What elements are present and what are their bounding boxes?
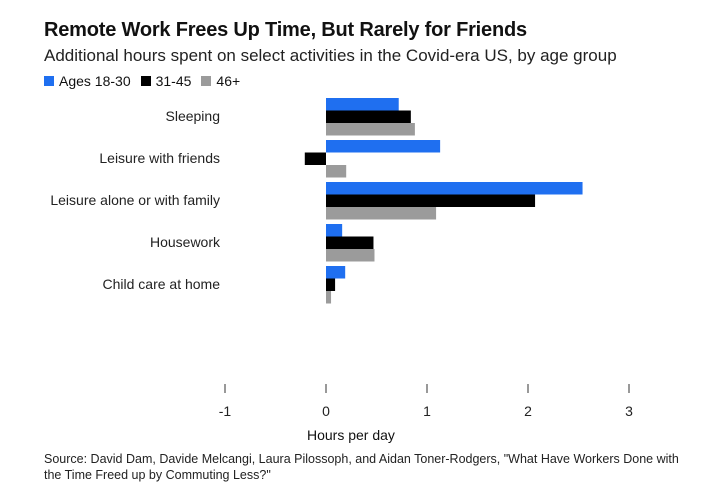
bar-leisure-alone-or-with-family-ages-18-30 <box>326 182 583 195</box>
legend-label-31-45: 31-45 <box>155 73 192 89</box>
x-tick-label: 1 <box>423 403 431 419</box>
legend-swatch-46-plus <box>201 76 212 86</box>
legend-swatch-31-45 <box>140 76 151 86</box>
bar-leisure-alone-or-with-family-31-45 <box>326 194 536 207</box>
chart-title: Remote Work Frees Up Time, But Rarely fo… <box>44 19 527 41</box>
category-label-housework: Housework <box>150 234 221 250</box>
x-tick-label: -1 <box>219 403 232 419</box>
bar-sleeping-46 <box>326 123 415 136</box>
x-tick-label: 2 <box>524 403 532 419</box>
category-label-leisure-alone-or-with-family: Leisure alone or with family <box>50 192 220 208</box>
bar-sleeping-ages-18-30 <box>326 98 399 111</box>
bar-child-care-at-home-46 <box>326 291 332 304</box>
category-label-leisure-with-friends: Leisure with friends <box>99 150 220 166</box>
legend-swatch-ages-18-30 <box>44 76 54 86</box>
legend-label-ages-18-30: Ages 18-30 <box>59 73 131 89</box>
bar-sleeping-31-45 <box>326 110 411 123</box>
bar-child-care-at-home-ages-18-30 <box>326 266 346 279</box>
legend-item-ages-18-30: Ages 18-30 <box>44 73 131 89</box>
x-tick-label: 0 <box>322 403 330 419</box>
chart-subtitle: Additional hours spent on select activit… <box>44 46 617 65</box>
bar-leisure-alone-or-with-family-46 <box>326 207 437 220</box>
bar-leisure-with-friends-31-45 <box>304 152 326 165</box>
legend-item-46-plus: 46+ <box>201 73 240 89</box>
bar-leisure-with-friends-46 <box>326 165 347 178</box>
x-axis-title: Hours per day <box>307 427 395 443</box>
category-label-child-care-at-home: Child care at home <box>102 276 220 292</box>
bar-housework-46 <box>326 249 375 262</box>
legend: Ages 18-30 31-45 46+ <box>44 73 250 89</box>
category-label-sleeping: Sleeping <box>166 108 221 124</box>
bar-housework-31-45 <box>326 236 374 249</box>
bar-housework-ages-18-30 <box>326 224 343 237</box>
x-tick-label: 3 <box>625 403 633 419</box>
legend-item-31-45: 31-45 <box>140 73 192 89</box>
bar-leisure-with-friends-ages-18-30 <box>326 140 441 153</box>
legend-label-46-plus: 46+ <box>216 73 241 89</box>
source-note: Source: David Dam, Davide Melcangi, Laur… <box>44 452 679 482</box>
bar-child-care-at-home-31-45 <box>326 278 336 291</box>
